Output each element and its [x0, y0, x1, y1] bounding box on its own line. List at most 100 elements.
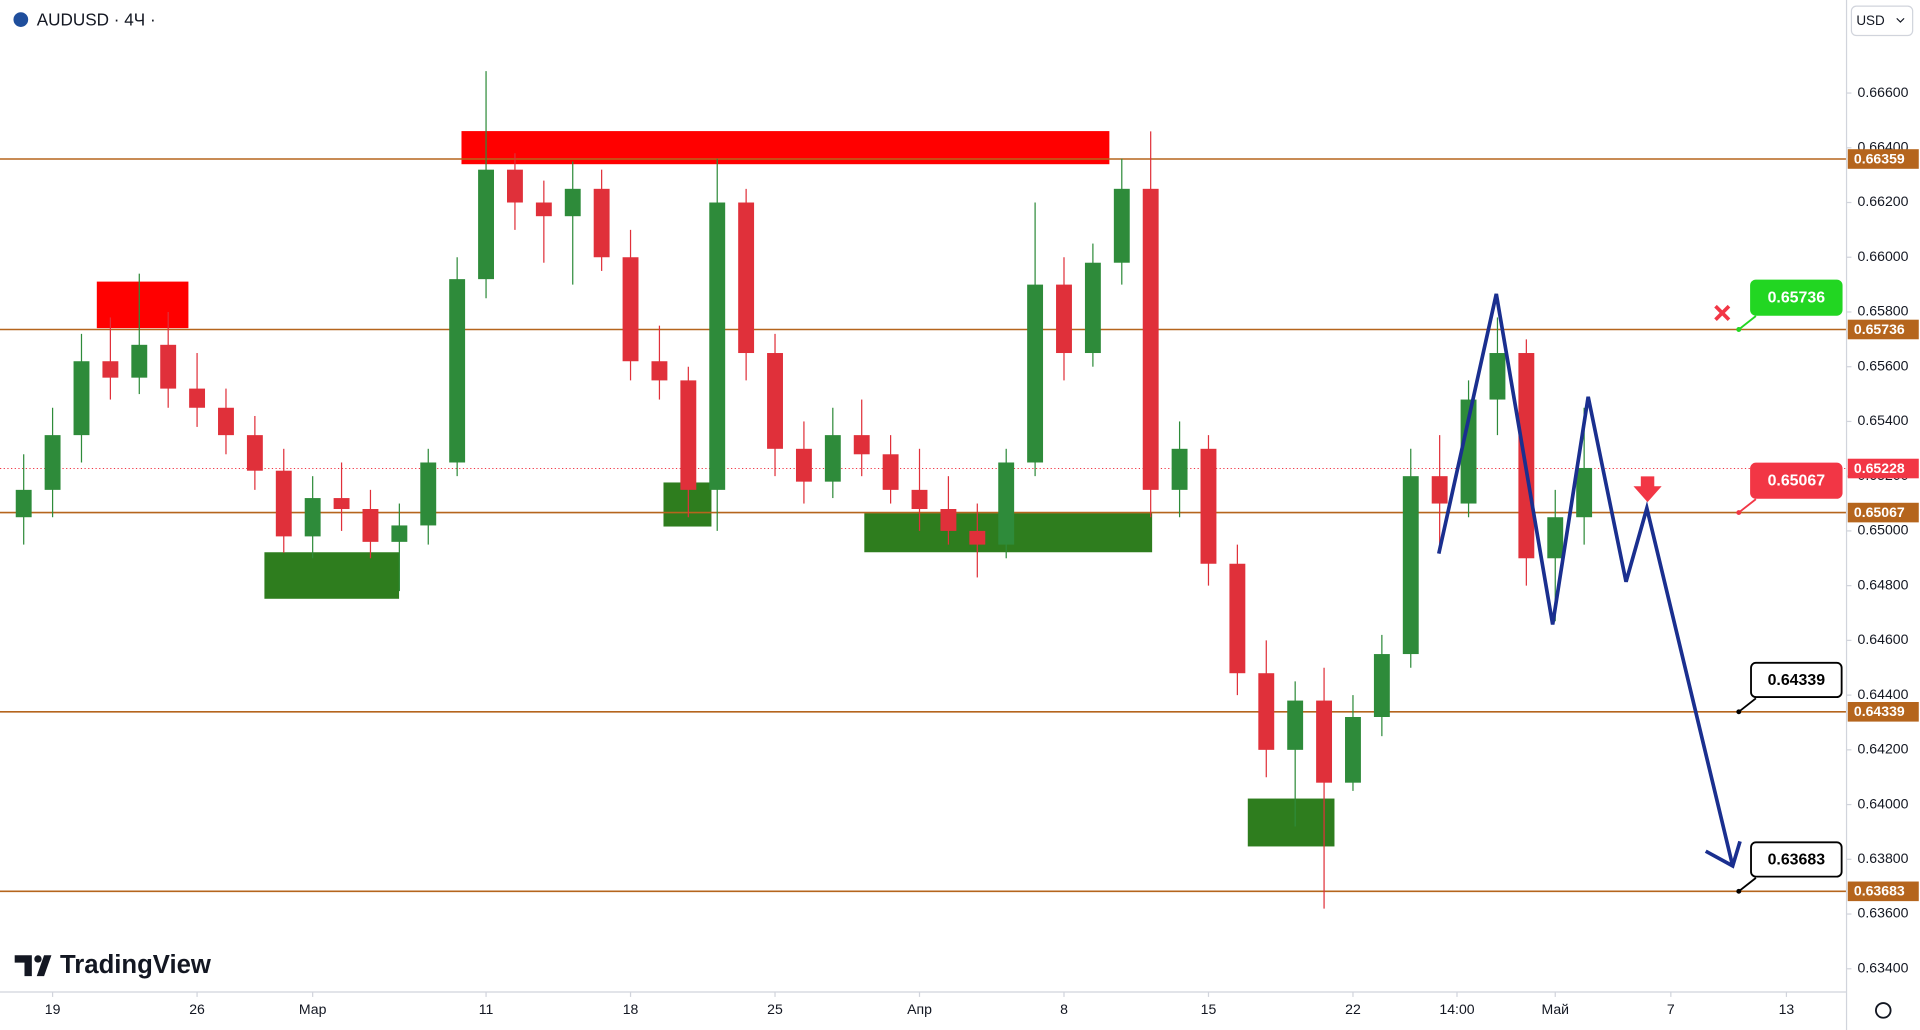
level-axis-box [1847, 702, 1919, 722]
plot-area [0, 71, 1847, 909]
candle-body [911, 489, 928, 510]
level-axis-box [1847, 502, 1919, 523]
candle-body [131, 344, 148, 378]
candle-body [160, 344, 177, 389]
currency-button[interactable] [1850, 5, 1914, 37]
x-tick-label: 11 [479, 1001, 494, 1017]
candle-body [1229, 563, 1246, 674]
candle-body [391, 525, 408, 542]
candle-body [1258, 673, 1275, 750]
x-tick-label: 18 [623, 1001, 639, 1017]
candle-body [275, 470, 292, 537]
candle-body [478, 169, 494, 280]
candle-body [651, 361, 668, 381]
y-tick-label: 0.65800 [1858, 303, 1909, 319]
level-axis-box [1847, 881, 1919, 902]
candle-body [1489, 353, 1506, 400]
level-axis-label: 0.63683 [1854, 883, 1905, 899]
x-tick-label: 13 [1779, 1001, 1795, 1017]
y-tick-label: 0.64600 [1858, 631, 1909, 647]
candle-body [1431, 476, 1448, 504]
candle-body [362, 509, 379, 542]
callout-tail [1738, 877, 1757, 893]
level-axis-box [1847, 319, 1919, 340]
candle-body [998, 462, 1015, 545]
candle-body [593, 188, 610, 258]
level-axis-label: 0.64339 [1854, 703, 1905, 719]
candle-body [622, 257, 639, 362]
logo-mark [14, 955, 32, 977]
x-tick-label: 22 [1345, 1001, 1361, 1017]
level-axis-label: 0.66359 [1854, 150, 1905, 166]
y-tick-label: 0.63600 [1858, 905, 1909, 921]
candle-body [304, 498, 321, 537]
zone [264, 552, 400, 599]
candle-body [767, 353, 783, 449]
callout-label: 0.65067 [1768, 473, 1826, 490]
candle-body [1373, 654, 1390, 718]
candle-body [1084, 262, 1101, 354]
candle-body [1027, 284, 1044, 463]
level-axis-label: 0.65067 [1854, 504, 1905, 520]
candle-body [1113, 188, 1130, 263]
level-axis-box [1847, 149, 1919, 169]
candle-body [1056, 284, 1072, 354]
y-tick-label: 0.66000 [1858, 248, 1909, 264]
brand-logo [14, 955, 52, 977]
callout-box [1750, 841, 1843, 878]
candle-body [940, 509, 957, 531]
settings-icon[interactable] [1875, 1002, 1892, 1019]
x-tick-label: Май [1541, 1001, 1569, 1017]
y-tick-label: 0.65000 [1858, 522, 1909, 538]
candle-body [853, 435, 870, 455]
candle-body [824, 435, 841, 482]
candle-body [1547, 517, 1564, 559]
callout-label: 0.65736 [1768, 289, 1826, 306]
projection-arrowhead [1704, 840, 1742, 869]
y-tick-label: 0.66600 [1858, 84, 1909, 100]
x-tick-label: Мар [299, 1001, 327, 1017]
candle-body [1402, 476, 1419, 655]
callout-label: 0.63683 [1768, 851, 1826, 868]
candle-body [1316, 700, 1333, 783]
candle-body [680, 380, 697, 490]
candle-body [709, 202, 726, 490]
callout-tail [1738, 315, 1757, 331]
logo-mark [36, 955, 52, 977]
zone [96, 281, 189, 329]
y-tick-label: 0.64800 [1858, 576, 1909, 592]
y-tick-label: 0.63800 [1858, 850, 1909, 866]
y-tick-label: 0.64000 [1858, 795, 1909, 811]
candle-body [564, 188, 581, 217]
current-price-box [1847, 458, 1919, 479]
candle-body [882, 454, 899, 490]
callout-label: 0.64339 [1768, 672, 1826, 689]
currency-label[interactable]: USD [1856, 13, 1885, 28]
candle-body [420, 462, 437, 526]
zone [1247, 798, 1335, 847]
logo-dot [34, 955, 42, 963]
candle-body [102, 361, 119, 378]
y-tick-label: 0.65600 [1858, 357, 1909, 373]
symbol-title[interactable]: AUDUSD · 4Ч · [37, 9, 156, 29]
candle-body [1460, 399, 1477, 504]
x-tick-label: 8 [1060, 1001, 1068, 1017]
callout-box [1750, 661, 1843, 699]
callout-tail [1738, 697, 1757, 713]
invalid-mark [1714, 304, 1731, 321]
axes: 0.63400 0.63600 0.63800 0.64000 0.64200 0.644… [45, 84, 1919, 1017]
candle-body [1200, 448, 1217, 564]
x-tick-label: 26 [189, 1001, 205, 1017]
candle-body [44, 435, 61, 490]
symbol-flag [13, 12, 29, 27]
y-tick-label: 0.66200 [1858, 193, 1909, 209]
y-tick-label: 0.64200 [1858, 741, 1909, 757]
x-tick-label: 7 [1667, 1001, 1675, 1017]
brand-name: TradingView [60, 951, 212, 979]
candle-body [333, 498, 350, 510]
candle-body [535, 202, 552, 217]
candle-body [1142, 188, 1159, 490]
candle-body [795, 448, 812, 482]
